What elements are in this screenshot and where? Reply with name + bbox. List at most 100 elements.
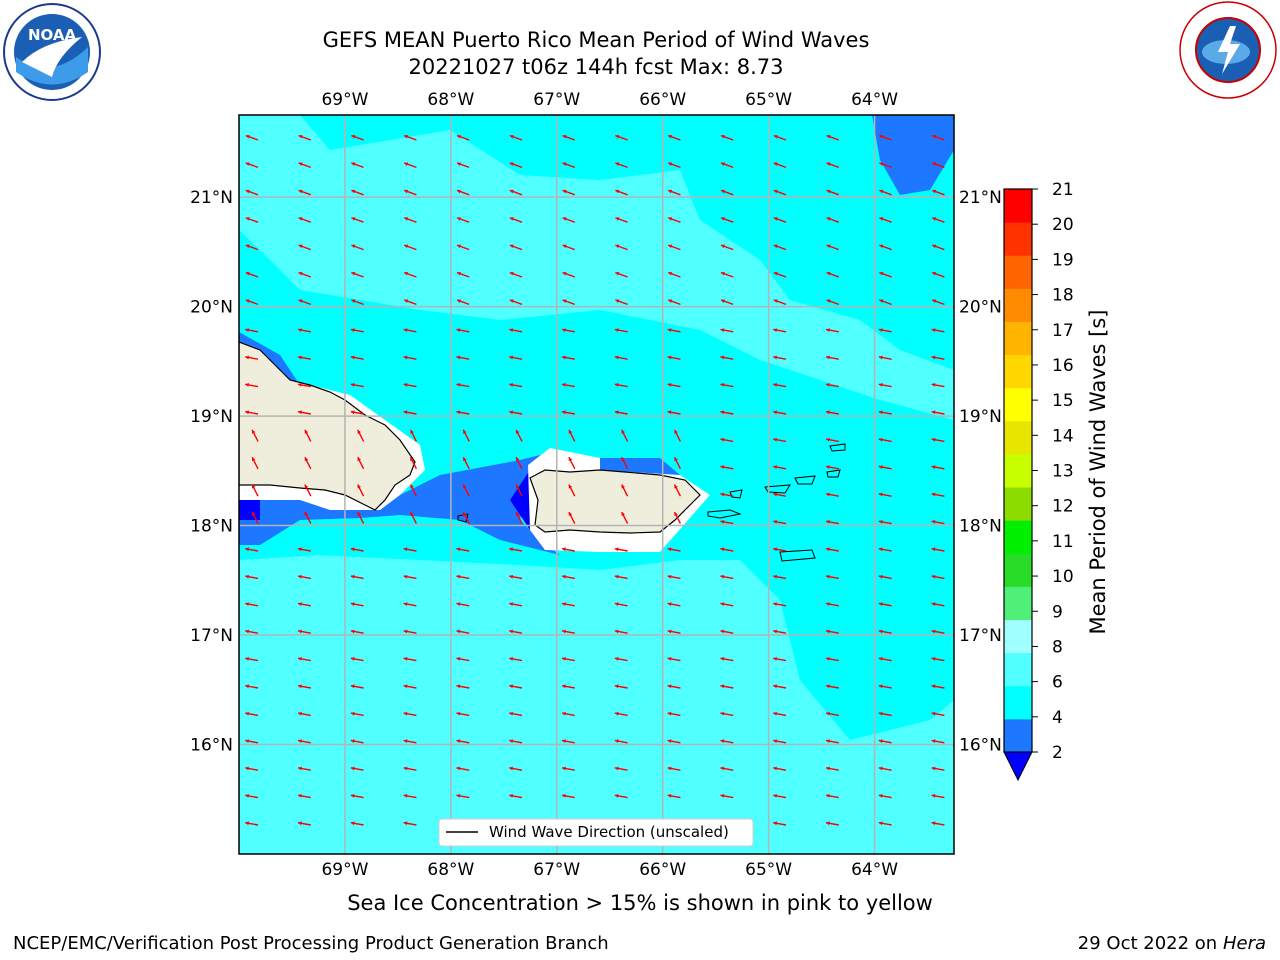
host-name: Hera — [1222, 933, 1266, 954]
wave-arrow — [562, 189, 576, 196]
wave-arrow — [403, 189, 417, 196]
wave-arrow — [621, 484, 629, 497]
wave-arrow — [931, 602, 945, 607]
colorbar-band — [1004, 288, 1032, 322]
map-frame — [238, 114, 955, 855]
wave-arrow — [720, 355, 734, 360]
wave-arrow — [878, 657, 892, 662]
wave-arrow — [403, 355, 417, 360]
wave-arrow — [773, 711, 787, 717]
wave-arrow — [614, 383, 628, 388]
wave-arrow — [931, 217, 945, 223]
lon-tick-label: 68°W — [427, 90, 474, 110]
wave-arrow — [350, 547, 364, 552]
wave-arrow — [245, 739, 259, 744]
wave-arrow — [251, 511, 259, 524]
wave-arrow — [568, 484, 576, 497]
wave-arrow — [562, 271, 576, 278]
wave-arrow — [773, 520, 787, 525]
wave-arrow — [879, 134, 892, 141]
lon-tick-label: 65°W — [745, 90, 792, 110]
st-croix-island — [779, 549, 816, 562]
wave-arrow — [720, 299, 734, 306]
wave-arrow — [561, 574, 575, 580]
wave-arrow — [509, 383, 523, 388]
wave-arrow — [826, 189, 840, 196]
wave-arrow — [251, 429, 259, 442]
wave-arrow — [561, 794, 575, 799]
wave-arrow — [826, 299, 840, 306]
wave-arrow — [462, 429, 470, 442]
colorbar: 21 20 19 18 17 16 15 14 13 12 11 10 9 8 6 4 2 — [1003, 180, 1074, 782]
wave-arrow — [720, 629, 734, 634]
wave-arrow — [931, 684, 945, 689]
wave-arrow — [720, 547, 734, 552]
wave-arrow — [825, 492, 839, 497]
wave-arrow — [297, 602, 311, 607]
wave-arrow — [825, 657, 839, 662]
wave-arrow — [456, 244, 470, 251]
wave-arrow — [509, 271, 523, 278]
wave-arrow — [350, 766, 364, 771]
wave-arrow — [245, 574, 259, 580]
wave-arrow — [773, 162, 787, 169]
wave-arrow — [456, 328, 470, 333]
legend-label: Wind Wave Direction (unscaled) — [489, 823, 729, 841]
wave-arrow — [878, 465, 892, 470]
wave-arrow — [561, 602, 575, 607]
wave-arrow — [462, 511, 470, 524]
wave-arrow — [720, 602, 734, 607]
wave-arrow — [931, 355, 945, 360]
wave-arrow — [297, 711, 311, 717]
colorbar-band — [1004, 189, 1032, 223]
colorbar-tick-label: 16 — [1052, 356, 1074, 376]
wave-arrow — [615, 162, 628, 169]
wave-arrow — [245, 299, 259, 306]
wave-arrow — [509, 299, 523, 306]
wave-arrow — [403, 629, 417, 634]
wave-arrow — [931, 821, 945, 826]
wave-arrow — [667, 383, 681, 388]
wave-arrow — [878, 739, 892, 744]
wave-arrow — [351, 189, 364, 196]
wave-arrow — [561, 547, 575, 552]
wave-arrow — [720, 684, 734, 689]
wave-arrow — [509, 134, 523, 141]
colorbar-tick-label: 13 — [1052, 462, 1074, 482]
wave-arrow — [456, 299, 470, 306]
wave-arrow — [878, 383, 892, 388]
wave-arrow — [667, 355, 681, 360]
wave-arrow — [509, 355, 523, 360]
wave-arrow — [357, 456, 365, 470]
wave-arrow — [297, 766, 311, 771]
wave-arrow — [720, 520, 734, 525]
period-field-below-2-mona — [510, 470, 530, 530]
wave-arrow — [825, 766, 839, 771]
colorbar-tick-label: 20 — [1052, 215, 1074, 235]
wave-arrow — [878, 629, 892, 634]
wave-arrow — [561, 410, 575, 415]
wave-arrow — [773, 410, 787, 415]
wave-arrow — [351, 271, 364, 278]
wave-arrow — [456, 134, 470, 141]
wave-arrow — [297, 355, 311, 360]
wave-arrow — [298, 134, 312, 141]
wave-arrow — [720, 189, 734, 196]
wave-arrow — [931, 574, 945, 580]
wave-arrow — [615, 299, 628, 306]
wave-arrow — [773, 766, 787, 771]
wave-arrow — [878, 711, 892, 717]
wave-arrow — [509, 162, 523, 169]
wave-arrow — [720, 410, 734, 415]
wave-arrow — [456, 410, 470, 415]
wave-arrow — [931, 657, 945, 662]
wave-arrow — [667, 629, 681, 634]
wave-arrow — [614, 766, 628, 771]
wave-arrow — [245, 711, 259, 717]
wave-arrow — [357, 511, 365, 524]
wave-arrow — [720, 244, 734, 251]
wave-arrow — [245, 684, 259, 689]
wave-arrow — [878, 492, 892, 497]
colorbar-band — [1004, 586, 1032, 621]
